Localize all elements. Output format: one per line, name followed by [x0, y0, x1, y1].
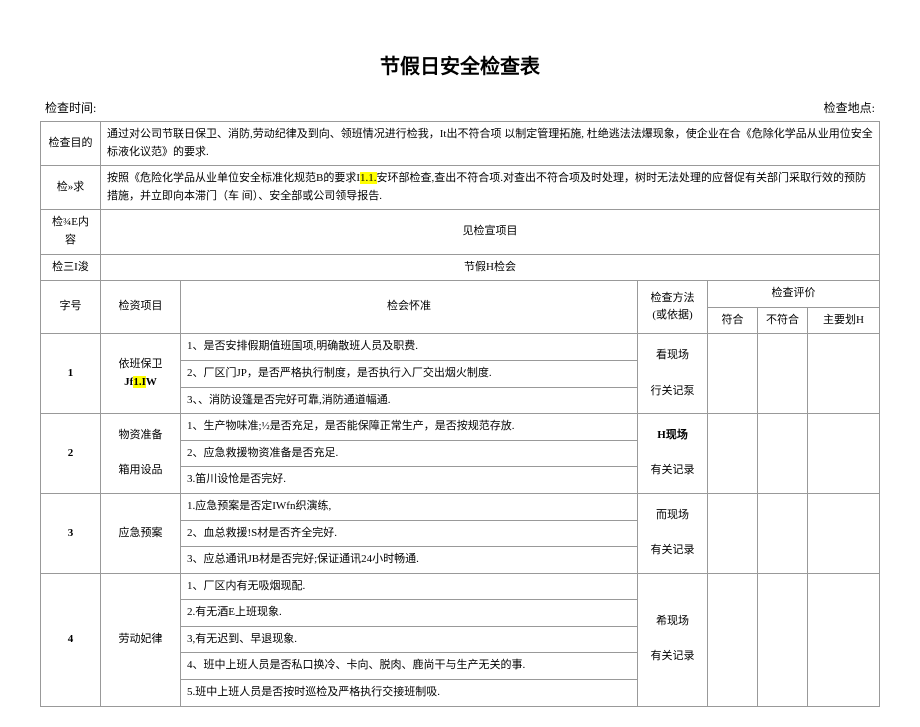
row3-conform — [708, 493, 758, 573]
row2-item1: 1、生产物味准;½是否充足，是否能保障正常生产，是否按规范存放. — [181, 414, 638, 441]
content-label: 检¾E内容 — [41, 210, 101, 254]
row3-num: 3 — [41, 493, 101, 573]
row3-main — [808, 493, 880, 573]
col-standard: 检会怀准 — [181, 281, 638, 334]
row3-project: 应急预案 — [101, 493, 181, 573]
row2-nonconform — [758, 414, 808, 494]
row4-item2: 2.有无酒E上班现象. — [181, 600, 638, 627]
row2-method: H现场 有关记录 — [638, 414, 708, 494]
group-label: 检三I浚 — [41, 254, 101, 281]
row1-item3: 3、、消防设篷是否完好可靠,消防通道幅通. — [181, 387, 638, 414]
row4-item5: 5.班中上班人员是否按时巡检及严格执行交接班制吸. — [181, 680, 638, 707]
check-time-label: 检查时间: — [45, 99, 96, 116]
check-location-label: 检查地点: — [824, 99, 875, 116]
header-row: 检查时间: 检查地点: — [40, 99, 880, 116]
row4-item3: 3,有无迟到、早退现象. — [181, 626, 638, 653]
row2-project: 物资准备 箱用设品 — [101, 414, 181, 494]
row1-main — [808, 334, 880, 414]
page-title: 节假日安全检查表 — [40, 50, 880, 79]
row1-num: 1 — [41, 334, 101, 414]
row4-method: 希现场 有关记录 — [638, 573, 708, 706]
require-label: 检»求 — [41, 166, 101, 210]
col-num: 字号 — [41, 281, 101, 334]
col-conform: 符合 — [708, 307, 758, 334]
col-nonconform: 不符合 — [758, 307, 808, 334]
row4-item4: 4、班中上班人员是否私口换冷、卡向、脱肉、鹿尚干与生产无关的事. — [181, 653, 638, 680]
row1-item1: 1、是否安排假期值班国项,明确散班人员及职费. — [181, 334, 638, 361]
row2-item2: 2、应急救援物资准备是否充足. — [181, 440, 638, 467]
row1-project: 依班保卫 Jf1.IW — [101, 334, 181, 414]
row4-item1: 1、厂区内有无吸烟现配. — [181, 573, 638, 600]
purpose-label: 检查目的 — [41, 122, 101, 166]
purpose-text: 通过对公司节联日保卫、消防,劳动纪律及到向、领班情况进行检我，It出不符合项 以… — [101, 122, 880, 166]
row4-num: 4 — [41, 573, 101, 706]
row4-conform — [708, 573, 758, 706]
row3-item3: 3、应总通讯JB材是否完好;保证通讯24小时畅通. — [181, 547, 638, 574]
row1-method: 看现场 行关记泵 — [638, 334, 708, 414]
require-text: 按照《危险化学品从业单位安全标准化规范B的要求I1.1.安环部检查,查出不符合项… — [101, 166, 880, 210]
row3-item1: 1.应急预案是否定IWfn织演练, — [181, 493, 638, 520]
row4-nonconform — [758, 573, 808, 706]
row1-nonconform — [758, 334, 808, 414]
row4-project: 劳动妃律 — [101, 573, 181, 706]
row3-method: 而现场 有关记录 — [638, 493, 708, 573]
row2-main — [808, 414, 880, 494]
row2-conform — [708, 414, 758, 494]
row4-main — [808, 573, 880, 706]
row2-item3: 3.笛川设怆是否完好. — [181, 467, 638, 494]
col-eval: 检查评价 — [708, 281, 880, 308]
row3-nonconform — [758, 493, 808, 573]
col-project: 检资项目 — [101, 281, 181, 334]
col-method: 检查方法 (或依据) — [638, 281, 708, 334]
main-table: 检查目的 通过对公司节联日保卫、消防,劳动纪律及到向、领班情况进行检我，It出不… — [40, 121, 880, 707]
row1-conform — [708, 334, 758, 414]
col-main: 主要划H — [808, 307, 880, 334]
row3-item2: 2、血总救援!S材是否齐全完好. — [181, 520, 638, 547]
row1-item2: 2、厂区门JP，是否严格执行制度，是否执行入厂交出烟火制度. — [181, 360, 638, 387]
content-text: 见检宣项目 — [101, 210, 880, 254]
row2-num: 2 — [41, 414, 101, 494]
group-text: 节假H检会 — [101, 254, 880, 281]
